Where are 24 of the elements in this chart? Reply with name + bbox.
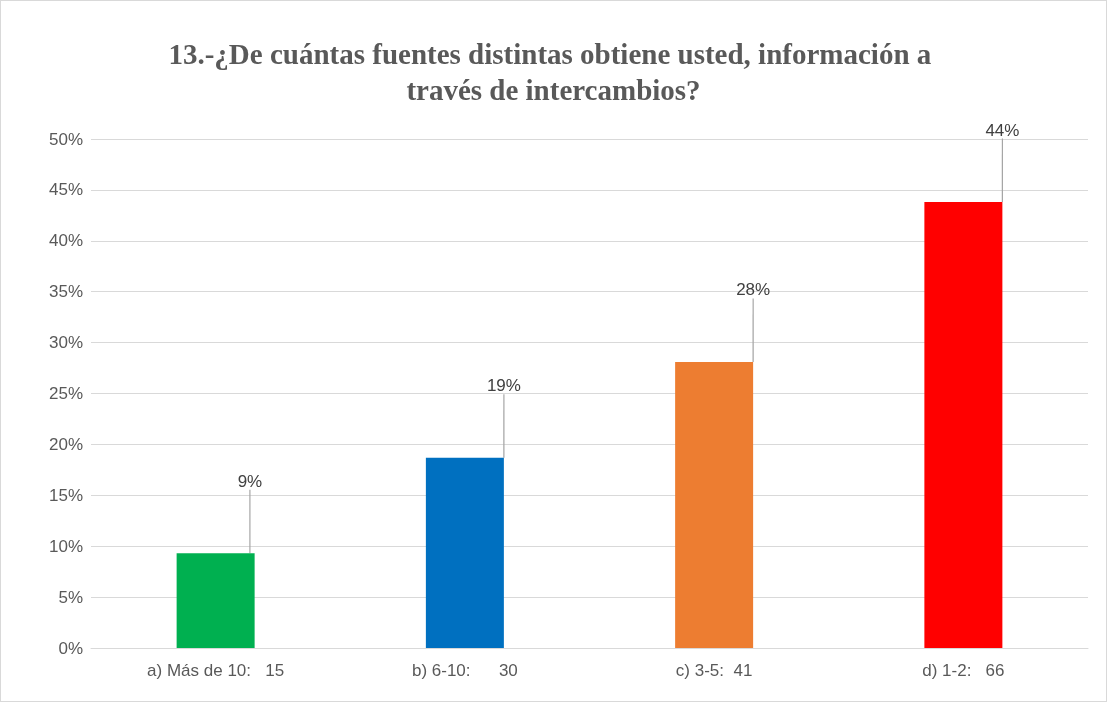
y-tick-label: 25% [48,384,83,403]
x-tick-label: b) 6-10: 30 [411,661,518,680]
bar [425,457,504,648]
y-tick-label: 50% [48,129,83,149]
data-label: 44% [985,120,1020,140]
y-tick-label: 40% [48,231,83,251]
x-tick-label: c) 3-5: 41 [675,661,753,680]
bar [924,202,1003,648]
x-tick-label: a) Más de 10: 15 [147,661,285,680]
data-label: 28% [736,280,771,300]
y-tick-label: 0% [58,638,83,658]
y-tick-label: 20% [48,434,83,454]
chart-title: 13.-¿De cuántas fuentes distintas obtiene usted, información a través de intercambios? [168,38,939,106]
y-tick-label: 10% [48,536,83,556]
x-tick-label: d) 1-2: 66 [922,661,1005,680]
y-tick-label: 15% [48,485,83,505]
y-tick-label: 45% [48,180,83,200]
bar [176,553,255,648]
y-tick-label: 35% [48,282,83,302]
y-tick-label: 5% [58,587,83,607]
data-label: 9% [237,471,263,491]
bar [675,361,754,648]
y-tick-label: 30% [48,333,83,353]
data-label: 19% [486,376,521,396]
